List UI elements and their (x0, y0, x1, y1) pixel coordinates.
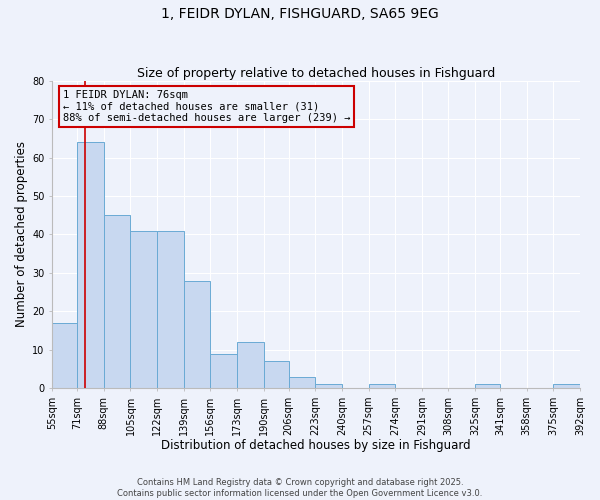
Bar (368, 384, 395, 388)
Bar (211, 354, 237, 388)
Bar (52, 323, 77, 388)
Bar (289, 376, 316, 388)
Text: 1 FEIDR DYLAN: 76sqm
← 11% of detached houses are smaller (31)
88% of semi-detac: 1 FEIDR DYLAN: 76sqm ← 11% of detached h… (63, 90, 350, 123)
X-axis label: Distribution of detached houses by size in Fishguard: Distribution of detached houses by size … (161, 440, 471, 452)
Text: 1, FEIDR DYLAN, FISHGUARD, SA65 9EG: 1, FEIDR DYLAN, FISHGUARD, SA65 9EG (161, 8, 439, 22)
Bar (104, 215, 130, 388)
Bar (184, 280, 211, 388)
Bar (130, 230, 157, 388)
Bar (157, 230, 184, 388)
Bar (237, 342, 263, 388)
Title: Size of property relative to detached houses in Fishguard: Size of property relative to detached ho… (137, 66, 495, 80)
Bar (263, 362, 289, 388)
Bar (77, 142, 104, 388)
Bar (316, 384, 342, 388)
Bar (475, 384, 500, 388)
Y-axis label: Number of detached properties: Number of detached properties (15, 142, 28, 328)
Text: Contains HM Land Registry data © Crown copyright and database right 2025.
Contai: Contains HM Land Registry data © Crown c… (118, 478, 482, 498)
Bar (553, 384, 580, 388)
